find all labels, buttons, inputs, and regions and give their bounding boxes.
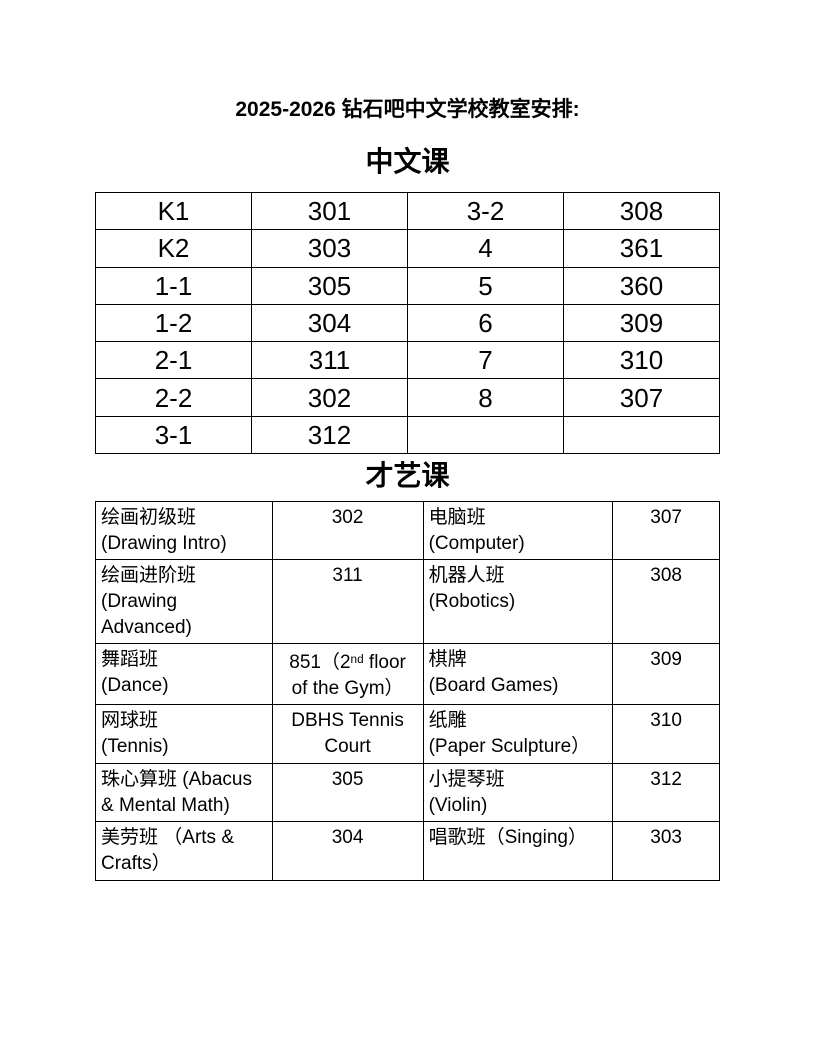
class-name-cell: 2-1: [95, 341, 252, 380]
class-name-cell: 3-2: [407, 191, 564, 231]
table-row: 2-1 311 7 310: [95, 341, 720, 380]
room-number-cell: 305: [251, 266, 408, 305]
table-row: 1-1 305 5 360: [95, 266, 720, 305]
room-number-cell: 310: [563, 341, 720, 380]
table-row: 1-2 304 6 309: [95, 303, 720, 343]
class-name-cell: 2-2: [95, 378, 252, 417]
room-number-cell: 360: [563, 266, 720, 305]
room-location-text2: of the Gym）: [291, 678, 404, 700]
table-row: 网球班 (Tennis) DBHS Tennis Court 纸雕 (Paper…: [95, 704, 720, 765]
class-name-en: (Violin): [428, 795, 488, 817]
class-name-en: (Tennis): [101, 736, 169, 758]
table-row: 绘画初级班 (Drawing Intro) 302 电脑班 (Computer)…: [95, 501, 720, 561]
class-name-cell: 8: [407, 378, 564, 417]
room-number-cell: 308: [612, 559, 720, 645]
room-number-cell: 302: [251, 378, 408, 417]
room-number-cell: 308: [563, 191, 720, 231]
room-location-cell: 851（2nd floor of the Gym）: [271, 643, 424, 706]
class-name-cell: 舞蹈班 (Dance): [95, 643, 273, 706]
section-heading-talent-class: 才艺课: [365, 460, 450, 492]
class-name-en: (Board Games): [428, 675, 559, 697]
class-name-en2: Advanced): [101, 617, 192, 639]
class-name-zh: 小提琴班: [428, 769, 505, 791]
room-number-cell: 361: [563, 229, 720, 268]
class-name-en: (Drawing Intro): [101, 533, 227, 555]
class-name-cell: 美劳班 （Arts & Crafts）: [95, 821, 273, 882]
class-name-zh: 珠心算班 (Abacus: [101, 769, 252, 791]
class-name-cell: 4: [407, 229, 564, 268]
room-number-cell: 301: [251, 191, 408, 231]
class-name-cell: 电脑班 (Computer): [422, 501, 614, 561]
class-name-cell: 3-1: [95, 415, 252, 455]
class-name-cell: 5: [407, 266, 564, 305]
room-number-cell: 303: [612, 821, 720, 882]
room-number-cell: 303: [251, 229, 408, 268]
table-row: K1 301 3-2 308: [95, 191, 720, 231]
room-number-cell: 304: [271, 821, 424, 882]
empty-cell: [407, 415, 564, 455]
room-number-cell: 310: [612, 704, 720, 765]
talent-class-table: 绘画初级班 (Drawing Intro) 302 电脑班 (Computer)…: [95, 501, 720, 882]
class-name-cell: K1: [95, 191, 252, 231]
class-name-en: & Mental Math): [101, 795, 230, 817]
room-location-text: 851（2: [289, 652, 351, 674]
class-name-zh: 机器人班: [428, 565, 505, 587]
room-number-cell: 305: [271, 763, 424, 823]
class-name-en: (Paper Sculpture）: [428, 736, 591, 758]
room-location-text: floor: [363, 652, 406, 674]
class-name-cell: 纸雕 (Paper Sculpture）: [422, 704, 614, 765]
table-row: 2-2 302 8 307: [95, 378, 720, 417]
table-row: 舞蹈班 (Dance) 851（2nd floor of the Gym） 棋牌…: [95, 643, 720, 706]
room-number-cell: 312: [612, 763, 720, 823]
class-name-en: Crafts）: [101, 853, 171, 875]
superscript-ordinal: nd: [350, 653, 364, 667]
room-number-cell: 309: [563, 303, 720, 343]
class-name-cell: 6: [407, 303, 564, 343]
class-name-cell: 7: [407, 341, 564, 380]
room-location-cell: DBHS Tennis Court: [271, 704, 424, 765]
room-number-cell: 309: [612, 643, 720, 706]
section-heading-chinese-class: 中文课: [365, 146, 450, 177]
table-row: 珠心算班 (Abacus & Mental Math) 305 小提琴班 (Vi…: [95, 763, 720, 823]
class-name-cell: K2: [95, 229, 252, 268]
class-name-zh: 美劳班 （Arts &: [101, 827, 235, 849]
room-number-cell: 302: [271, 501, 424, 561]
class-name-cell: 棋牌 (Board Games): [422, 643, 614, 706]
class-name-zh: 舞蹈班: [101, 649, 159, 671]
class-name-cell: 珠心算班 (Abacus & Mental Math): [95, 763, 273, 823]
class-name-cell: 1-1: [95, 266, 252, 305]
class-name-zh: 电脑班: [428, 507, 486, 529]
class-name-cell: 绘画进阶班 (Drawing Advanced): [95, 559, 273, 645]
class-name-cell: 1-2: [95, 303, 252, 343]
page-title: 2025-2026 钻石吧中文学校教室安排:: [235, 98, 580, 121]
room-number-cell: 307: [563, 378, 720, 417]
class-name-zh: 绘画进阶班: [101, 565, 197, 587]
chinese-class-table: K1 301 3-2 308 K2 303 4 361 1-1 305 5 36…: [95, 191, 720, 455]
class-name-cell: 机器人班 (Robotics): [422, 559, 614, 645]
class-name-zh: 纸雕: [428, 710, 467, 732]
room-number-cell: 311: [251, 341, 408, 380]
room-number-cell: 312: [251, 415, 408, 455]
class-name-zh: 网球班: [101, 710, 159, 732]
table-row: 美劳班 （Arts & Crafts） 304 唱歌班（Singing） 303: [95, 821, 720, 882]
class-name-en: (Dance): [101, 675, 169, 697]
class-name-zh: 棋牌: [428, 649, 467, 671]
class-name-zh: 唱歌班（Singing）: [428, 827, 587, 849]
room-number-cell: 304: [251, 303, 408, 343]
class-name-zh: 绘画初级班: [101, 507, 197, 529]
table-row: 绘画进阶班 (Drawing Advanced) 311 机器人班 (Robot…: [95, 559, 720, 645]
room-number-cell: 307: [612, 501, 720, 561]
empty-cell: [563, 415, 720, 455]
class-name-en: (Computer): [428, 533, 525, 555]
table-row: 3-1 312: [95, 415, 720, 455]
class-name-cell: 绘画初级班 (Drawing Intro): [95, 501, 273, 561]
class-name-cell: 网球班 (Tennis): [95, 704, 273, 765]
table-row: K2 303 4 361: [95, 229, 720, 268]
class-name-en: (Robotics): [428, 591, 516, 613]
class-name-cell: 唱歌班（Singing）: [422, 821, 614, 882]
class-name-cell: 小提琴班 (Violin): [422, 763, 614, 823]
room-number-cell: 311: [271, 559, 424, 645]
class-name-en: (Drawing: [101, 591, 178, 613]
